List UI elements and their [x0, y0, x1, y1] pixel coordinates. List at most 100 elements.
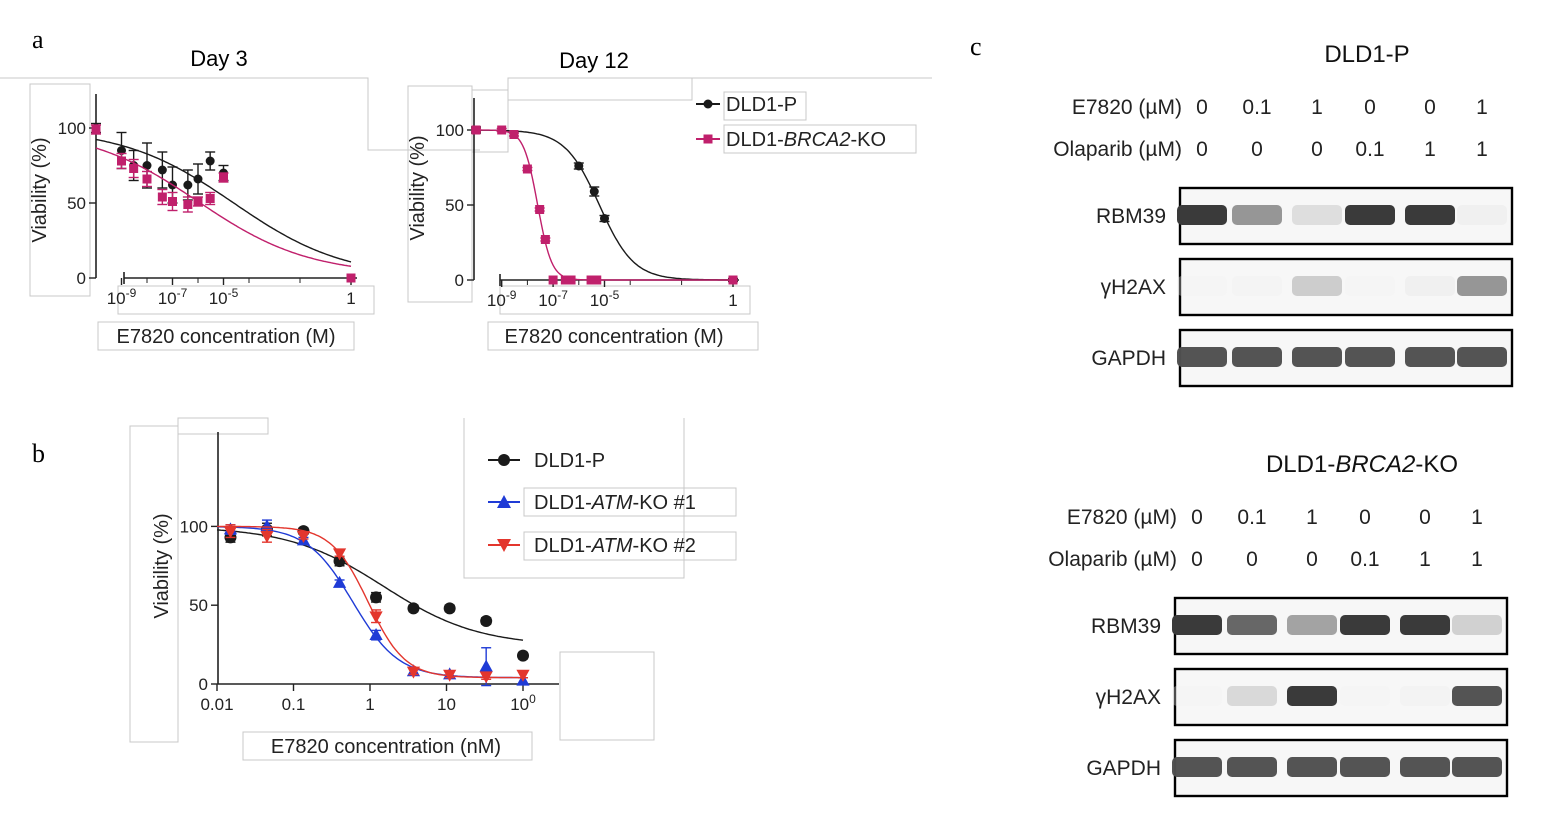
panel-label-c: c [970, 32, 982, 61]
dose-value: 0 [1246, 548, 1258, 571]
y-tick-label: 50 [189, 596, 208, 615]
treatment-label-e7820: E7820 (µM) [1067, 506, 1177, 529]
x-tick-label: 0.1 [282, 695, 306, 714]
blot-band [1287, 686, 1337, 706]
blot-band [1457, 205, 1507, 225]
blot-band [1227, 757, 1277, 777]
dose-value: 0 [1424, 96, 1436, 119]
chart-b: Viability (%) E7820 concentration (nM) 0… [129, 417, 737, 761]
data-point [589, 187, 599, 196]
fit-curve [217, 526, 523, 679]
blot-band [1232, 205, 1282, 225]
blot-row-label: RBM39 [1091, 615, 1161, 638]
data-point [223, 526, 238, 539]
frame-box [177, 417, 269, 435]
data-point [332, 548, 347, 561]
fit-curve [95, 147, 352, 267]
data-point [370, 591, 383, 604]
dose-value: 1 [1476, 96, 1488, 119]
dose-value: 1 [1476, 138, 1488, 161]
data-point [369, 611, 383, 624]
data-point [183, 180, 193, 190]
western-blot-brca2ko: DLD1-BRCA2-KO E7820 (µM) Olaparib (µM) 0 0.1… [1048, 451, 1509, 798]
data-point [560, 275, 570, 285]
x-tick-label: 10-9 [487, 288, 517, 310]
panel-label-a: a [32, 25, 44, 54]
blot-band [1457, 347, 1507, 367]
dose-value: 1 [1311, 96, 1323, 119]
y-tick-label: 50 [67, 194, 86, 213]
data-point [183, 200, 193, 209]
dose-value: 1 [1471, 506, 1483, 529]
western-blot-dld1p: DLD1-P E7820 (µM) Olaparib (µM) 0 0.1 1 0 0 1 0 0 0… [1053, 41, 1514, 388]
dose-value: 1 [1424, 138, 1436, 161]
blot-band [1287, 757, 1337, 777]
data-point [369, 627, 383, 640]
data-point [540, 235, 550, 244]
legend-frame [723, 124, 917, 154]
y-tick-label: 50 [445, 196, 464, 215]
dose-value: 1 [1419, 548, 1431, 571]
blot-band [1227, 615, 1277, 635]
x-tick-label: 10-7 [158, 286, 188, 308]
blot-row-label: γH2AX [1096, 686, 1161, 709]
legend: DLD1-P DLD1-ATM-KO #1 DLD1-ATM-KO #2 [488, 450, 737, 561]
data-point [586, 275, 596, 285]
frame-box [499, 285, 751, 315]
treatment-label-olaparib: Olaparib (µM) [1053, 138, 1182, 161]
y-tick-label: 100 [436, 121, 464, 140]
chart-title: Day 3 [190, 46, 247, 71]
x-tick-label: 1 [365, 695, 374, 714]
dose-value: 1 [1306, 506, 1318, 529]
x-tick-label: 10 [437, 695, 456, 714]
blot-band [1292, 276, 1342, 296]
data-point [129, 164, 139, 173]
dose-value: 1 [1471, 548, 1483, 571]
blot-band [1232, 347, 1282, 367]
data-point [260, 519, 274, 532]
legend-label-dld1p: DLD1-P [726, 94, 797, 116]
x-tick-label: 1 [346, 289, 355, 308]
blot-band [1340, 615, 1390, 635]
data-point [407, 602, 420, 615]
data-point [205, 194, 215, 203]
data-point [332, 575, 347, 588]
blot-band [1400, 686, 1450, 706]
data-point [443, 669, 457, 682]
dose-value: 0 [1251, 138, 1263, 161]
blot-band [1232, 276, 1282, 296]
data-point [592, 275, 602, 285]
data-point [535, 205, 545, 214]
frame-line [463, 418, 685, 579]
legend: DLD1-P DLD1-BRCA2-KO [696, 91, 917, 154]
data-point [333, 555, 346, 568]
plot-area: 0 50 100 10-9 10-7 10-5 1 [58, 94, 357, 308]
x-tick-label: 10-7 [538, 288, 568, 310]
legend-label-atm2: DLD1-ATM-KO #2 [534, 535, 696, 557]
blot-band [1340, 757, 1390, 777]
blot-band [1345, 347, 1395, 367]
dose-value: 0 [1191, 548, 1203, 571]
blot-band [1345, 205, 1395, 225]
y-tick-label: 0 [77, 269, 86, 288]
blot-band [1227, 686, 1277, 706]
frame-box [97, 321, 355, 351]
chart-day3: Day 3 Viability (%) E7820 concentration … [0, 46, 480, 351]
dose-value: 0 [1364, 96, 1376, 119]
data-point [205, 156, 215, 166]
blot-row-label: GAPDH [1086, 757, 1161, 780]
data-point [157, 192, 167, 202]
blot-band [1292, 347, 1342, 367]
data-point [168, 197, 177, 206]
x-axis-label: E7820 concentration (M) [116, 326, 335, 348]
data-point [260, 531, 274, 544]
legend-marker-dld1p [703, 99, 713, 109]
y-axis-label: Viability (%) [151, 513, 173, 618]
blot-band [1287, 615, 1337, 635]
data-point [479, 671, 493, 684]
data-point [497, 125, 507, 135]
dose-value: 0.1 [1242, 96, 1271, 119]
y-axis-label: Viability (%) [407, 135, 429, 240]
frame-box [559, 651, 655, 741]
